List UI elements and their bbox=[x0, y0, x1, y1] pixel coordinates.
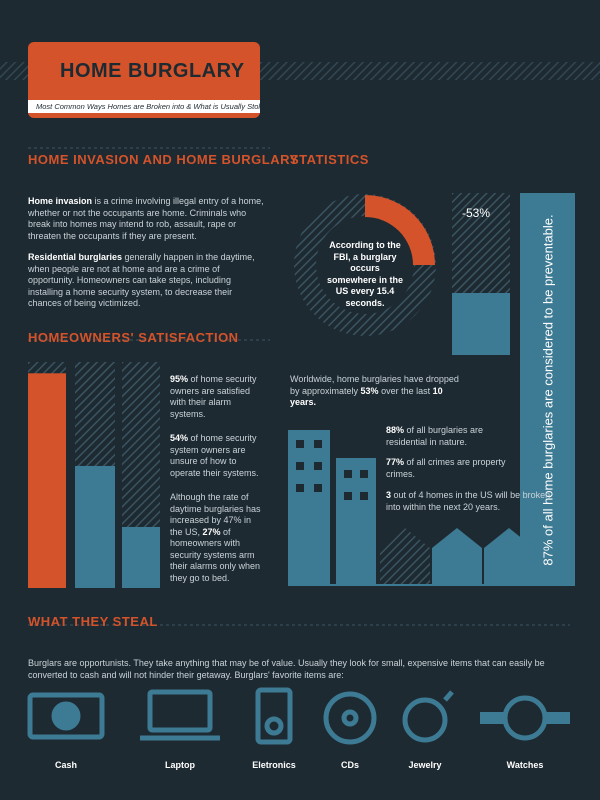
preventable-text: 87% of all home burglaries are considere… bbox=[540, 214, 556, 566]
bar bbox=[122, 526, 160, 588]
building bbox=[336, 458, 376, 585]
item-label: Eletronics bbox=[252, 760, 296, 770]
section-heading: WHAT THEY STEAL bbox=[28, 614, 158, 629]
section-heading: HOME INVASION AND HOME BURGLARY bbox=[28, 152, 299, 167]
bold-text: 54% bbox=[170, 433, 189, 443]
subtitle: Most Common Ways Homes are Broken into &… bbox=[36, 102, 269, 111]
bar bbox=[75, 465, 115, 588]
donut-text: According to the FBI, a burglary occurs … bbox=[326, 240, 404, 308]
bold-text: Residential burglaries bbox=[28, 252, 123, 262]
paragraph: Home invasion is a crime involving illeg… bbox=[28, 196, 268, 242]
text: of home security owners are satisfied wi… bbox=[170, 374, 257, 419]
section-heading: HOMEOWNERS' SATISFACTION bbox=[28, 330, 239, 345]
bold-text: 53% bbox=[360, 385, 379, 396]
text: is a crime involving illegal entry of a … bbox=[28, 196, 264, 241]
bold-text: 95% bbox=[170, 374, 189, 384]
house bbox=[432, 528, 482, 585]
steal-intro: Burglars are opportunists. They take any… bbox=[28, 658, 545, 680]
house bbox=[484, 528, 534, 585]
preventable-bar bbox=[520, 193, 575, 585]
bold-text: Home invasion bbox=[28, 196, 93, 206]
text: over the last bbox=[378, 385, 433, 396]
item-label: Cash bbox=[54, 760, 77, 770]
house bbox=[536, 532, 575, 585]
donut-segment bbox=[365, 195, 435, 265]
bold-text: 27% bbox=[202, 526, 221, 537]
text: of all crimes are property crimes. bbox=[386, 457, 506, 479]
item-label: Laptop bbox=[165, 760, 195, 770]
drop-label: -53% bbox=[462, 206, 491, 220]
drop-after bbox=[452, 293, 510, 355]
text: of all burglaries are residential in nat… bbox=[386, 425, 484, 447]
satisfaction-chart bbox=[28, 362, 160, 588]
item-label: Jewelry bbox=[408, 760, 442, 770]
bold-text: 77% bbox=[386, 457, 405, 467]
satisfaction-text: Although the rate of daytime burglaries … bbox=[170, 492, 265, 584]
text: out of 4 homes in the US will be broken … bbox=[386, 490, 551, 512]
text: of homeowners with security systems arm … bbox=[170, 526, 261, 583]
satisfaction-text: 54% of home security system owners are u… bbox=[170, 433, 265, 479]
fact: 88% of all burglaries are residential in… bbox=[386, 425, 516, 448]
item-label: CDs bbox=[340, 760, 359, 770]
satisfaction-text: 95% of home security owners are satisfie… bbox=[170, 374, 265, 420]
building bbox=[288, 430, 330, 585]
worldwide-text: Worldwide, home burglaries have dropped … bbox=[290, 374, 470, 409]
item-label: Watches bbox=[506, 760, 544, 770]
paragraph: Residential burglaries generally happen … bbox=[28, 252, 268, 310]
text: Although the rate of daytime burglaries … bbox=[170, 492, 261, 537]
icons bbox=[27, 687, 570, 745]
fact: 3 out of 4 homes in the US will be broke… bbox=[386, 490, 556, 513]
bold-text: 88% bbox=[386, 425, 405, 435]
title: HOME BURGLARY bbox=[60, 60, 245, 82]
text: generally happen in the daytime, when pe… bbox=[28, 252, 255, 308]
bar bbox=[28, 373, 66, 588]
header-box bbox=[28, 42, 260, 118]
house bbox=[380, 528, 430, 585]
text: of home security system owners are unsur… bbox=[170, 433, 259, 478]
bold-text: 10 years. bbox=[290, 385, 443, 408]
subtitle-strip bbox=[28, 100, 260, 113]
text: Worldwide, home burglaries have dropped … bbox=[290, 374, 459, 396]
section-heading: STATISTICS bbox=[290, 152, 369, 167]
drop-before bbox=[452, 193, 510, 293]
fact: 77% of all crimes are property crimes. bbox=[386, 457, 506, 480]
bold-text: 3 bbox=[386, 490, 392, 500]
